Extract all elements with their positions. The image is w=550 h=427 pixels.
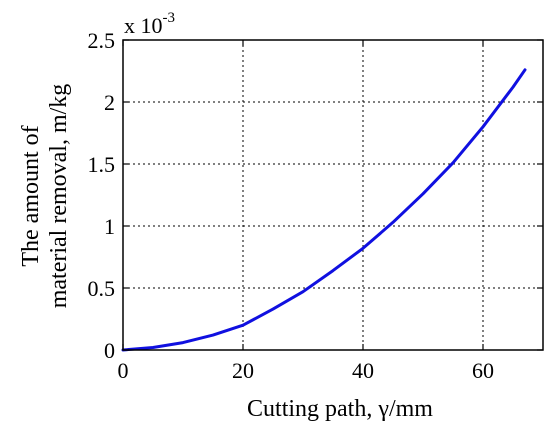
- plot-frame: [122, 39, 544, 351]
- y-multiplier-base: x 10: [124, 13, 163, 38]
- y-tick-label: 2.5: [88, 28, 116, 53]
- x-tick-labels: 0 20 40 60: [118, 358, 495, 383]
- y-axis-label-line-1: The amount of: [18, 125, 44, 266]
- y-tick-label: 0: [104, 338, 115, 363]
- y-multiplier-exponent: -3: [163, 10, 176, 26]
- y-tick-label: 1: [104, 214, 115, 239]
- x-tick-label: 20: [232, 358, 254, 383]
- y-axis-label-line-2: material removal, m/kg: [46, 84, 72, 309]
- y-tick-label: 1.5: [88, 152, 116, 177]
- grid-lines: [123, 40, 543, 350]
- tick-marks: [122, 39, 543, 351]
- y-tick-label: 0.5: [88, 276, 116, 301]
- x-tick-label: 40: [352, 358, 374, 383]
- series-line: [121, 68, 527, 352]
- x-tick-label: 0: [118, 358, 129, 383]
- y-tick-label: 2: [104, 90, 115, 115]
- series-group: [121, 68, 527, 352]
- x-tick-label: 60: [472, 358, 494, 383]
- y-tick-labels: 0 0.5 1 1.5 2 2.5: [88, 28, 116, 363]
- x-axis-label: Cutting path, γ/mm: [247, 396, 433, 422]
- y-multiplier: x 10-3: [124, 10, 175, 38]
